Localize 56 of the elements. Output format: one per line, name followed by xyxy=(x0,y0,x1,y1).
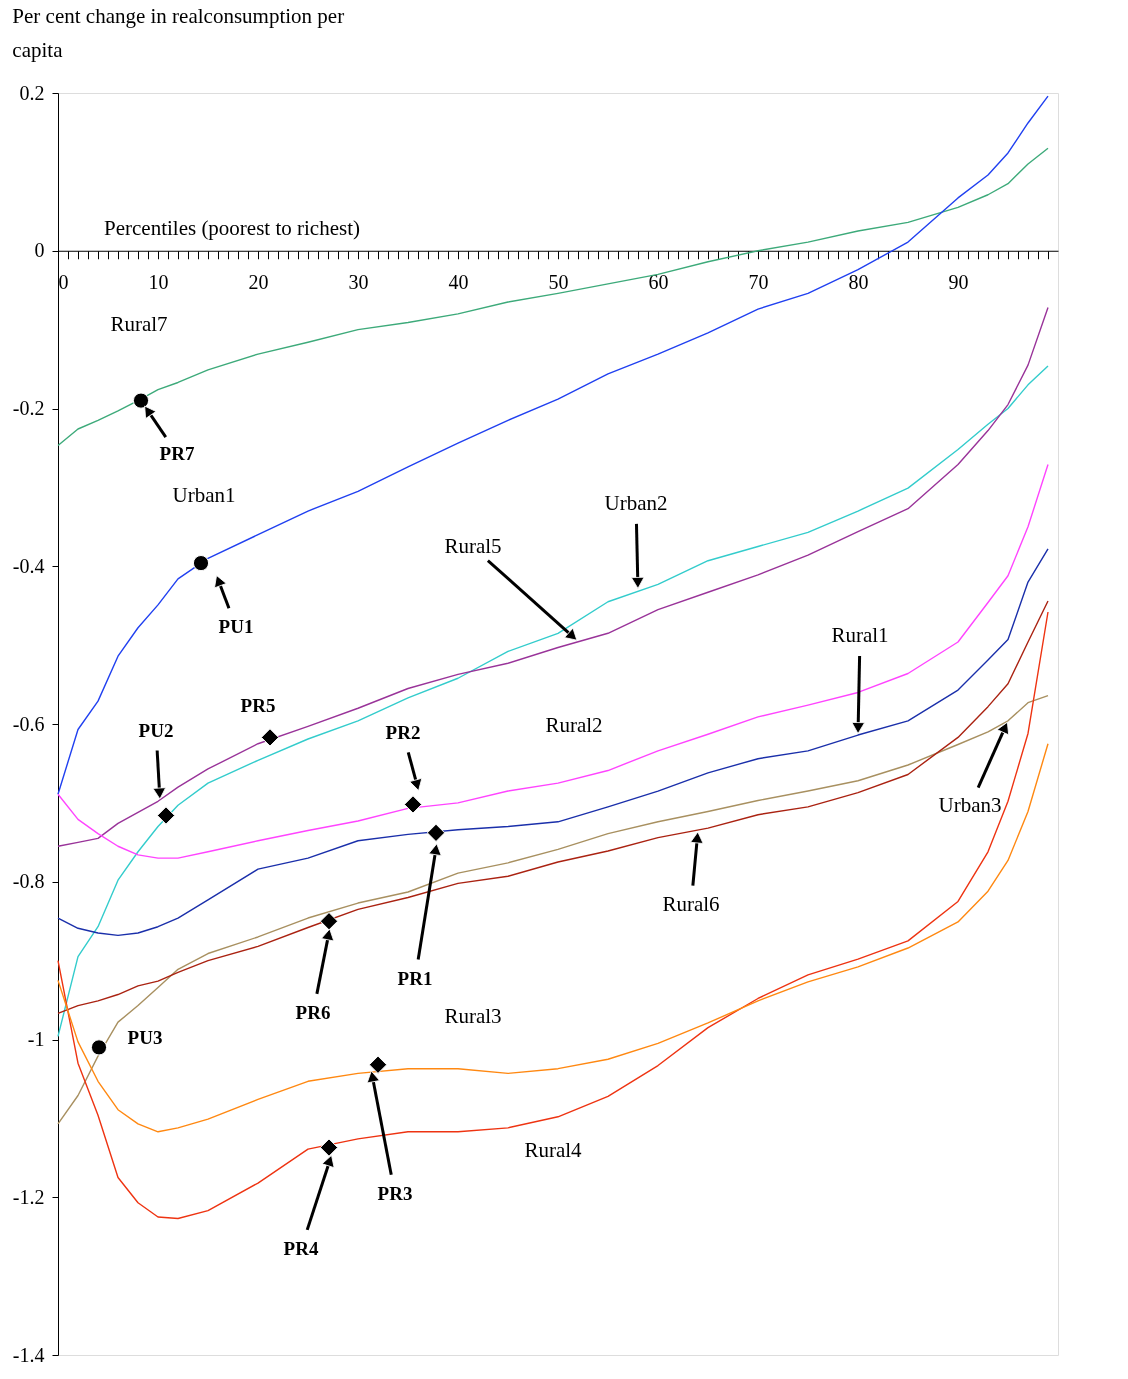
line-series xyxy=(57,611,1049,1220)
point xyxy=(260,728,280,747)
annotation: PU3 xyxy=(127,1027,163,1049)
annotation: Rural6 xyxy=(662,892,720,917)
annotation: Rural7 xyxy=(110,312,168,336)
line-series xyxy=(57,306,1049,847)
annotation: Urban2 xyxy=(604,490,668,515)
y-tick-label: -0.6 xyxy=(12,712,45,735)
annotation: PR4 xyxy=(283,1237,319,1259)
annotation: Rural3 xyxy=(444,1003,502,1028)
point xyxy=(132,392,150,409)
y-tick-label: 0.2 xyxy=(19,81,45,104)
x-tick-label: 0 xyxy=(58,271,69,294)
y-tick-label: -1 xyxy=(27,1028,45,1050)
point xyxy=(192,555,210,572)
annotation: Rural1 xyxy=(831,623,889,648)
x-tick-label: 40 xyxy=(448,271,469,294)
point xyxy=(368,1055,388,1074)
x-tick-label: 20 xyxy=(248,271,269,294)
x-tick-label: 50 xyxy=(548,271,569,294)
annotation: PU1 xyxy=(218,616,254,637)
annotation: PU2 xyxy=(138,719,174,741)
line-series xyxy=(57,463,1049,859)
annotation: Rural4 xyxy=(524,1137,583,1162)
annotation: PR7 xyxy=(159,442,195,464)
annotation: Urban3 xyxy=(938,792,1002,817)
annotation: Rural2 xyxy=(545,713,603,738)
x-tick-label: 90 xyxy=(948,271,969,294)
y-tick-label: -1.2 xyxy=(12,1185,45,1208)
y-tick-label: -0.2 xyxy=(12,397,45,419)
x-tick-label: 70 xyxy=(748,271,769,294)
annotation: Rural5 xyxy=(444,534,502,559)
annotation: PR5 xyxy=(240,695,276,717)
point xyxy=(319,912,339,931)
y-axis-title: Per cent change in realconsumption per capita xyxy=(12,4,345,62)
annotation: Urban1 xyxy=(172,483,236,508)
x-axis-title: Percentiles (poorest to richest) xyxy=(104,215,361,240)
x-tick-label: 30 xyxy=(348,271,369,294)
point xyxy=(156,806,176,825)
annotation: PR3 xyxy=(377,1183,413,1205)
y-tick-label: -1.4 xyxy=(12,1343,45,1366)
annotation: PR2 xyxy=(385,722,421,743)
y-tick-label: -0.4 xyxy=(12,554,45,577)
y-tick-label: 0 xyxy=(34,239,45,262)
point xyxy=(319,1138,339,1157)
point xyxy=(403,795,423,814)
x-tick-label: 10 xyxy=(148,271,169,294)
x-tick-label: 60 xyxy=(648,271,669,294)
line-series xyxy=(57,147,1049,447)
line-series xyxy=(57,95,1049,795)
point xyxy=(90,1039,108,1056)
annotation: PR6 xyxy=(295,1002,331,1024)
point xyxy=(426,823,446,843)
x-tick-label: 80 xyxy=(848,271,869,294)
y-tick-label: -0.8 xyxy=(12,870,45,893)
annotation: PR1 xyxy=(397,968,433,990)
